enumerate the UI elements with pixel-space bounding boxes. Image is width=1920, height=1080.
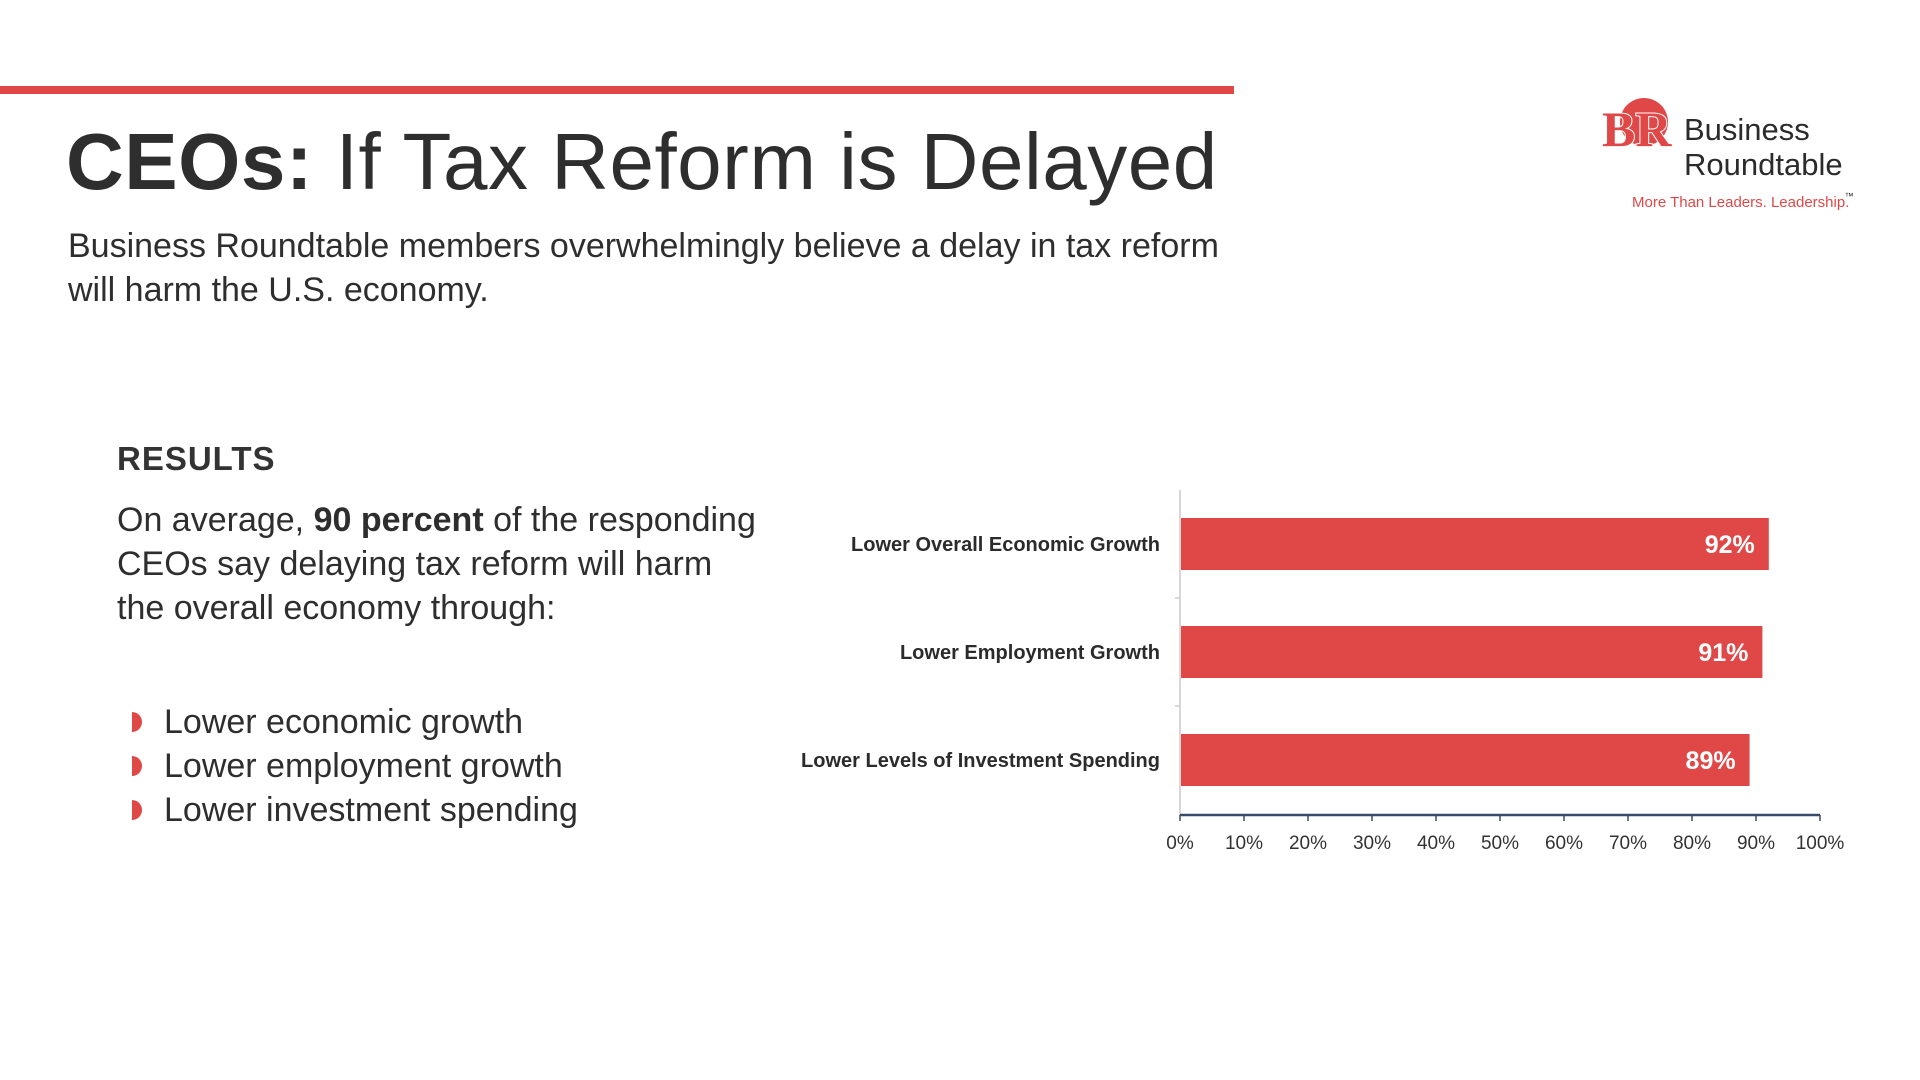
bullet-text: Lower economic growth <box>164 703 524 741</box>
x-tick-label: 100% <box>1796 833 1845 854</box>
summary-text-after: of the responding CEOs say delaying tax … <box>117 501 756 627</box>
bullet-item: Lower economic growth <box>128 700 578 744</box>
data-label: 89% <box>1686 747 1736 775</box>
bullet-item: Lower employment growth <box>128 744 578 788</box>
data-label: 92% <box>1705 531 1755 559</box>
logo-name: Business Roundtable™ <box>1684 112 1854 201</box>
title-rest-part: If Tax Reform is Delayed <box>335 117 1218 206</box>
bullet-marker-icon <box>132 712 142 732</box>
x-tick-label: 30% <box>1353 833 1391 854</box>
x-tick-label: 70% <box>1609 833 1647 854</box>
category-label: Lower Employment Growth <box>900 642 1160 664</box>
x-tick-label: 40% <box>1417 833 1455 854</box>
x-tick-label: 50% <box>1481 833 1519 854</box>
bar-chart: Lower Overall Economic Growth 92% Lower Em… <box>760 470 1900 870</box>
bullet-item: Lower investment spending <box>128 788 578 832</box>
x-tick-label: 20% <box>1289 833 1327 854</box>
x-tick-label: 60% <box>1545 833 1583 854</box>
bar <box>1181 626 1763 678</box>
x-tick-label: 80% <box>1673 833 1711 854</box>
x-tick-label: 10% <box>1225 833 1263 854</box>
bar-chart-svg: Lower Overall Economic Growth 92% Lower Em… <box>801 490 1845 854</box>
summary-highlight: 90 percent <box>313 501 484 539</box>
title-bold-part: CEOs: <box>66 117 313 206</box>
results-bullet-list: Lower economic growth Lower employment g… <box>128 700 578 832</box>
trademark-symbol: ™ <box>1844 191 1854 201</box>
bullet-text: Lower investment spending <box>164 791 578 829</box>
page-title: CEOs: If Tax Reform is Delayed <box>66 112 1218 212</box>
page-subtitle: Business Roundtable members overwhelming… <box>68 227 1219 309</box>
logo-tagline: More Than Leaders. Leadership. <box>1632 194 1850 211</box>
monogram-text: BR <box>1602 101 1672 157</box>
results-summary: On average, 90 percent of the responding… <box>117 498 757 630</box>
logo-line-2: Roundtable™ <box>1684 147 1854 201</box>
logo-line-1: Business <box>1684 112 1810 147</box>
bullet-marker-icon <box>132 756 142 776</box>
br-monogram-icon: BR <box>1601 98 1672 158</box>
business-roundtable-logo: BR Business Roundtable™ More Than Leader… <box>1600 84 1880 218</box>
x-tick-label: 0% <box>1166 833 1194 854</box>
bullet-marker-icon <box>132 800 142 820</box>
x-tick-label: 90% <box>1737 833 1775 854</box>
logo-line-2-text: Roundtable <box>1684 147 1843 182</box>
results-heading: RESULTS <box>117 440 276 477</box>
top-accent-rule <box>0 86 1234 94</box>
bar <box>1181 734 1750 786</box>
summary-text-before: On average, <box>117 501 314 539</box>
bullet-text: Lower employment growth <box>164 747 563 785</box>
data-label: 91% <box>1698 639 1748 667</box>
category-label: Lower Overall Economic Growth <box>851 534 1160 556</box>
category-label: Lower Levels of Investment Spending <box>801 750 1160 772</box>
bar <box>1181 518 1769 570</box>
